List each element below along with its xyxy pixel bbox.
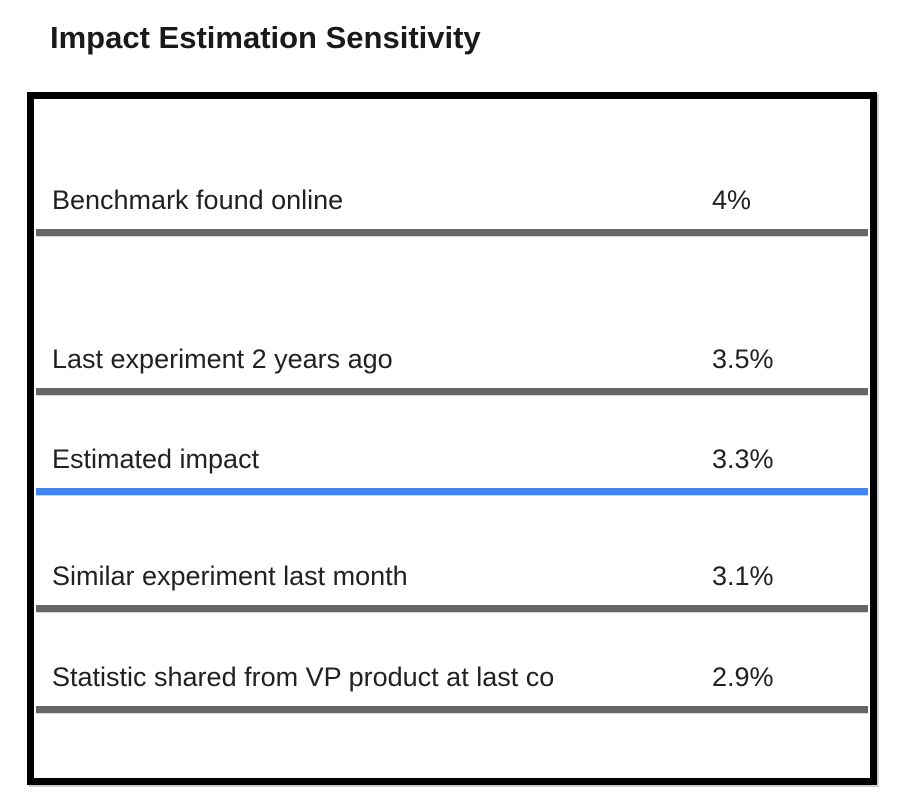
divider-bar — [36, 388, 868, 395]
table-row: Benchmark found online 4% — [34, 166, 870, 236]
sensitivity-chart-frame: Benchmark found online 4% Last experimen… — [27, 92, 877, 785]
table-row: Last experiment 2 years ago 3.5% — [34, 325, 870, 395]
row-label: Last experiment 2 years ago — [52, 344, 393, 374]
row-value: 2.9% — [712, 662, 774, 692]
page-title: Impact Estimation Sensitivity — [50, 20, 481, 55]
divider-bar — [36, 605, 868, 612]
table-row-highlighted: Estimated impact 3.3% — [34, 425, 870, 495]
divider-bar — [36, 706, 868, 713]
row-label: Estimated impact — [52, 444, 260, 474]
row-value: 3.1% — [712, 561, 774, 591]
divider-bar — [36, 229, 868, 236]
row-value: 3.3% — [712, 444, 774, 474]
row-label: Benchmark found online — [52, 185, 344, 215]
row-label: Similar experiment last month — [52, 561, 408, 591]
row-value: 3.5% — [712, 344, 774, 374]
row-label: Statistic shared from VP product at last… — [52, 662, 555, 692]
table-row: Statistic shared from VP product at last… — [34, 643, 870, 713]
highlight-bar — [36, 488, 868, 495]
table-row: Similar experiment last month 3.1% — [34, 542, 870, 612]
row-value: 4% — [712, 185, 752, 215]
